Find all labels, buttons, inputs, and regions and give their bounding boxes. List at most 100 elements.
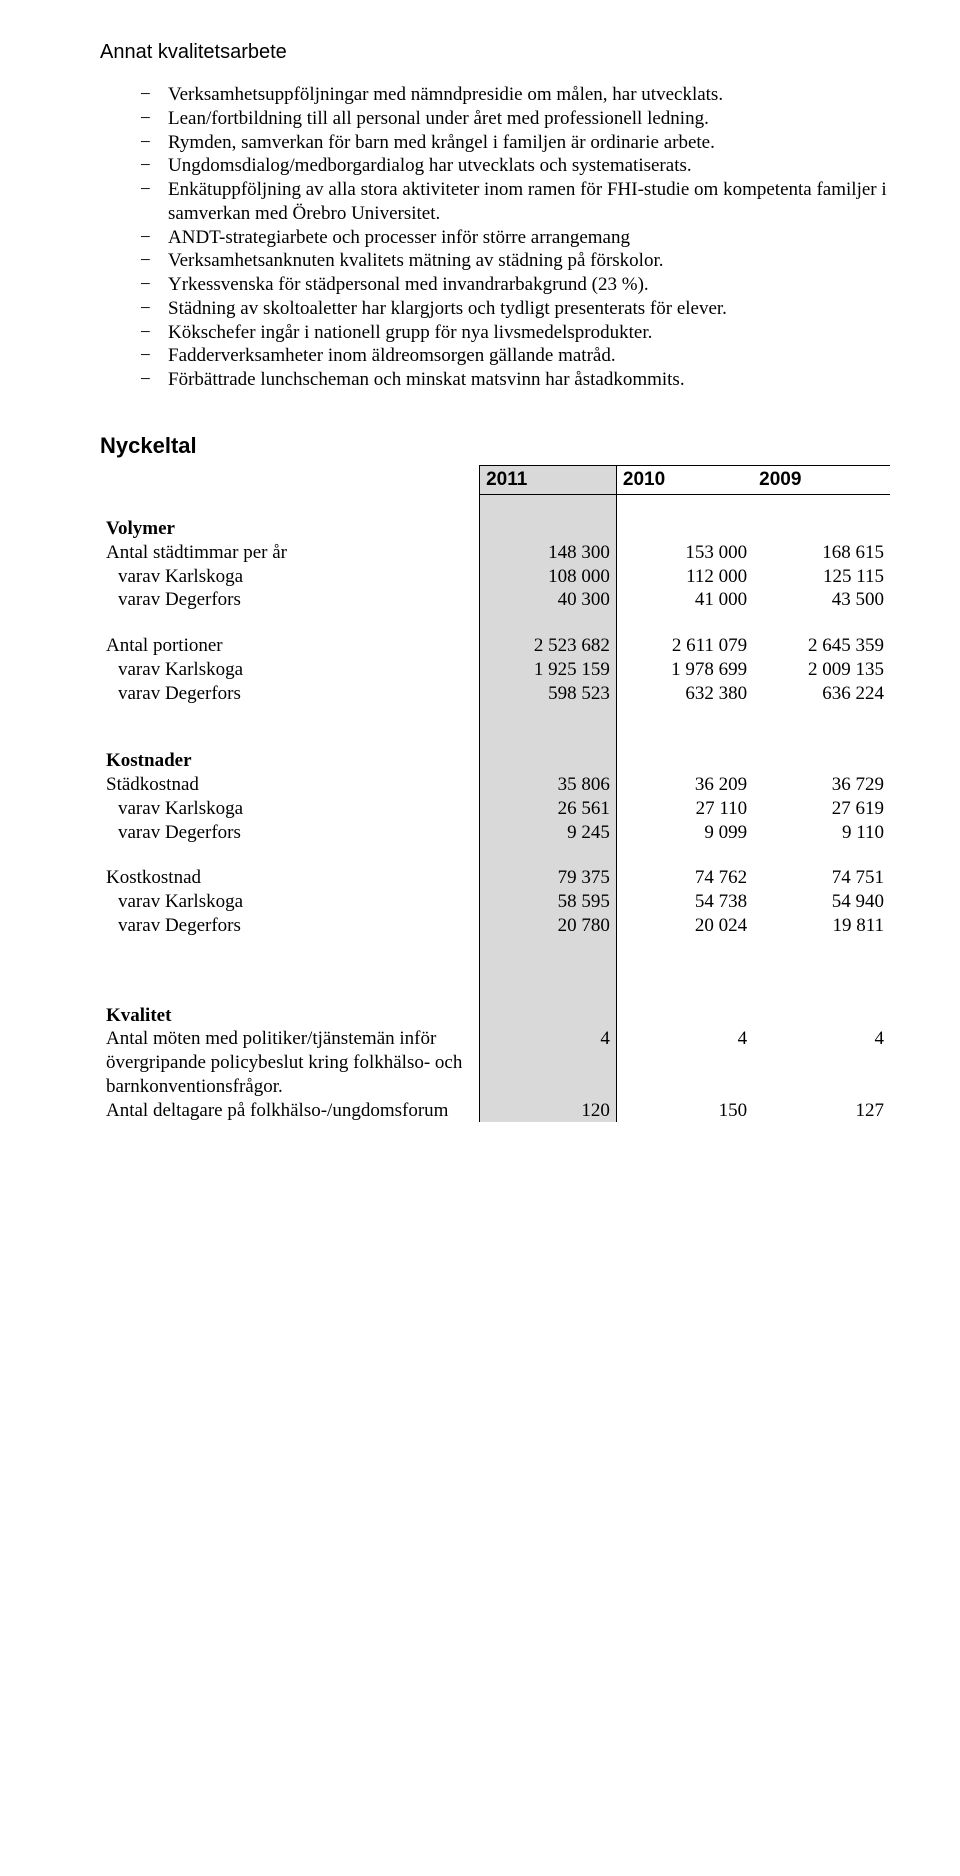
table-cell: 43 500 xyxy=(753,588,890,612)
table-cell: 598 523 xyxy=(480,682,617,706)
table-row: varav Karlskoga108 000112 000125 115 xyxy=(100,565,890,589)
table-cell: 79 375 xyxy=(480,866,617,890)
table-cell: 112 000 xyxy=(616,565,753,589)
table-cell: 120 xyxy=(480,1099,617,1123)
table-cell: 74 762 xyxy=(616,866,753,890)
table-row: Kostkostnad79 37574 76274 751 xyxy=(100,866,890,890)
table-group-title: Volymer xyxy=(100,517,480,541)
table-cell: 4 xyxy=(480,1027,617,1098)
bullet-item: Lean/fortbildning till all personal unde… xyxy=(140,107,890,131)
table-row: Antal städtimmar per år148 300153 000168… xyxy=(100,541,890,565)
table-cell: 54 738 xyxy=(616,890,753,914)
table-row-label: varav Degerfors xyxy=(100,588,480,612)
table-row-label: varav Karlskoga xyxy=(100,797,480,821)
table-row: Antal portioner2 523 6822 611 0792 645 3… xyxy=(100,634,890,658)
table-row: Antal deltagare på folkhälso-/ungdomsfor… xyxy=(100,1099,890,1123)
bullet-item: Verksamhetsuppföljningar med nämndpresid… xyxy=(140,83,890,107)
bullet-item: Kökschefer ingår i nationell grupp för n… xyxy=(140,321,890,345)
table-cell: 1 978 699 xyxy=(616,658,753,682)
table-cell: 9 245 xyxy=(480,821,617,845)
table-cell: 2 009 135 xyxy=(753,658,890,682)
table-cell: 54 940 xyxy=(753,890,890,914)
table-cell: 2 523 682 xyxy=(480,634,617,658)
table-spacer-row xyxy=(100,727,890,749)
table-row: Städkostnad35 80636 20936 729 xyxy=(100,773,890,797)
table-cell: 41 000 xyxy=(616,588,753,612)
bullet-item: Verksamhetsanknuten kvalitets mätning av… xyxy=(140,249,890,273)
table-group-title: Kostnader xyxy=(100,749,480,773)
table-row: varav Degerfors40 30041 00043 500 xyxy=(100,588,890,612)
section-heading-annat-kvalitetsarbete: Annat kvalitetsarbete xyxy=(100,40,890,65)
table-row-label: Kostkostnad xyxy=(100,866,480,890)
table-cell: 4 xyxy=(753,1027,890,1098)
table-row: varav Karlskoga1 925 1591 978 6992 009 1… xyxy=(100,658,890,682)
table-group-header: Volymer xyxy=(100,517,890,541)
table-cell: 1 925 159 xyxy=(480,658,617,682)
table-cell: 125 115 xyxy=(753,565,890,589)
table-spacer-row xyxy=(100,844,890,866)
table-cell: 9 099 xyxy=(616,821,753,845)
table-spacer-row xyxy=(100,495,890,518)
bullet-item: Yrkessvenska för städpersonal med invand… xyxy=(140,273,890,297)
table-spacer-row xyxy=(100,938,890,982)
table-row-label: Städkostnad xyxy=(100,773,480,797)
table-row-label: Antal deltagare på folkhälso-/ungdomsfor… xyxy=(100,1099,480,1123)
table-cell: 27 110 xyxy=(616,797,753,821)
table-cell: 36 729 xyxy=(753,773,890,797)
table-cell: 74 751 xyxy=(753,866,890,890)
table-group-header: Kostnader xyxy=(100,749,890,773)
table-cell: 150 xyxy=(616,1099,753,1123)
bullet-item: Enkätuppföljning av alla stora aktivitet… xyxy=(140,178,890,226)
table-cell: 27 619 xyxy=(753,797,890,821)
table-row: varav Degerfors598 523632 380636 224 xyxy=(100,682,890,706)
table-row: Antal möten med politiker/tjänstemän inf… xyxy=(100,1027,890,1098)
table-cell: 58 595 xyxy=(480,890,617,914)
table-spacer-row xyxy=(100,982,890,1004)
table-cell: 148 300 xyxy=(480,541,617,565)
table-year-header: 2011 xyxy=(480,466,617,495)
bullet-list: Verksamhetsuppföljningar med nämndpresid… xyxy=(100,83,890,392)
table-row-label: varav Degerfors xyxy=(100,914,480,938)
table-cell: 9 110 xyxy=(753,821,890,845)
table-cell: 632 380 xyxy=(616,682,753,706)
bullet-item: Städning av skoltoaletter har klargjorts… xyxy=(140,297,890,321)
table-cell: 36 209 xyxy=(616,773,753,797)
table-row-label: varav Karlskoga xyxy=(100,565,480,589)
table-cell: 35 806 xyxy=(480,773,617,797)
table-group-header: Kvalitet xyxy=(100,1004,890,1028)
table-cell: 108 000 xyxy=(480,565,617,589)
table-group-title: Kvalitet xyxy=(100,1004,480,1028)
table-cell: 26 561 xyxy=(480,797,617,821)
table-cell: 40 300 xyxy=(480,588,617,612)
bullet-item: Rymden, samverkan för barn med krångel i… xyxy=(140,131,890,155)
table-row-label: varav Degerfors xyxy=(100,821,480,845)
table-cell: 20 780 xyxy=(480,914,617,938)
table-header-blank xyxy=(100,466,480,495)
nyckeltal-table: 201120102009 VolymerAntal städtimmar per … xyxy=(100,465,890,1122)
table-year-header: 2010 xyxy=(616,466,753,495)
table-row: varav Karlskoga58 59554 73854 940 xyxy=(100,890,890,914)
table-row: varav Karlskoga26 56127 11027 619 xyxy=(100,797,890,821)
bullet-item: Fadderverksamheter inom äldreomsorgen gä… xyxy=(140,344,890,368)
table-cell: 4 xyxy=(616,1027,753,1098)
table-row-label: Antal städtimmar per år xyxy=(100,541,480,565)
table-row: varav Degerfors9 2459 0999 110 xyxy=(100,821,890,845)
table-header-row: 201120102009 xyxy=(100,466,890,495)
table-row-label: varav Karlskoga xyxy=(100,890,480,914)
bullet-item: Förbättrade lunchscheman och minskat mat… xyxy=(140,368,890,392)
table-spacer-row xyxy=(100,612,890,634)
bullet-item: Ungdomsdialog/medborgardialog har utveck… xyxy=(140,154,890,178)
table-spacer-row xyxy=(100,705,890,727)
bullet-item: ANDT-strategiarbete och processer inför … xyxy=(140,226,890,250)
table-cell: 19 811 xyxy=(753,914,890,938)
table-row: varav Degerfors20 78020 02419 811 xyxy=(100,914,890,938)
table-year-header: 2009 xyxy=(753,466,890,495)
table-cell: 168 615 xyxy=(753,541,890,565)
table-cell: 636 224 xyxy=(753,682,890,706)
table-cell: 20 024 xyxy=(616,914,753,938)
table-cell: 2 645 359 xyxy=(753,634,890,658)
table-row-label: Antal portioner xyxy=(100,634,480,658)
table-row-label: varav Karlskoga xyxy=(100,658,480,682)
table-cell: 127 xyxy=(753,1099,890,1123)
table-cell: 153 000 xyxy=(616,541,753,565)
